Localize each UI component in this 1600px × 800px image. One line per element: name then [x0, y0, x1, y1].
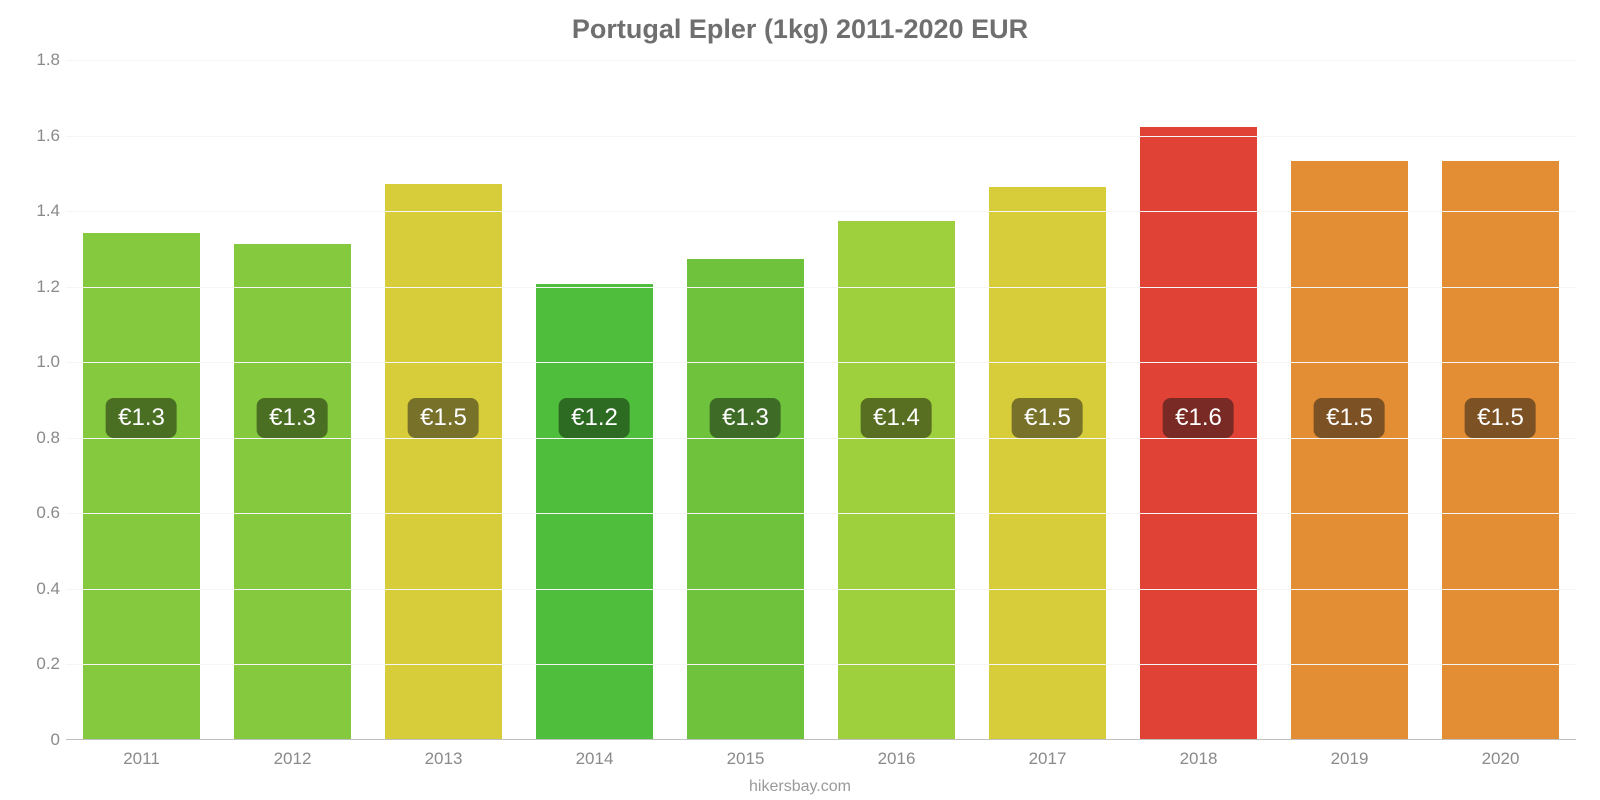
x-tick-label: 2017 [1029, 749, 1067, 769]
plot-area: €1.32011€1.32012€1.52013€1.22014€1.32015… [66, 60, 1576, 740]
bar-slot: €1.32011 [66, 60, 217, 739]
y-tick-label: 1.6 [36, 126, 60, 146]
price-bar-chart: Portugal Epler (1kg) 2011-2020 EUR €1.32… [0, 0, 1600, 800]
y-tick-label: 0.4 [36, 579, 60, 599]
x-tick-label: 2020 [1482, 749, 1520, 769]
bar: €1.5 [1291, 161, 1409, 739]
bar-value-label: €1.5 [1314, 398, 1385, 438]
bar-value-label: €1.2 [559, 398, 630, 438]
bar: €1.4 [838, 221, 956, 739]
grid-line [66, 211, 1576, 212]
x-tick-label: 2011 [123, 749, 160, 769]
bar-value-label: €1.5 [408, 398, 479, 438]
bar: €1.6 [1140, 127, 1258, 739]
x-tick-label: 2012 [274, 749, 312, 769]
bar-group: €1.32011€1.32012€1.52013€1.22014€1.32015… [66, 60, 1576, 739]
grid-line [66, 136, 1576, 137]
grid-line [66, 513, 1576, 514]
y-tick-label: 1.8 [36, 50, 60, 70]
bar: €1.3 [687, 259, 805, 739]
y-tick-label: 1.0 [36, 352, 60, 372]
x-tick-label: 2018 [1180, 749, 1218, 769]
y-tick-label: 1.4 [36, 201, 60, 221]
bar-slot: €1.42016 [821, 60, 972, 739]
y-tick-label: 1.2 [36, 277, 60, 297]
grid-line [66, 60, 1576, 61]
x-tick-label: 2014 [576, 749, 614, 769]
grid-line [66, 664, 1576, 665]
bar-value-label: €1.3 [257, 398, 328, 438]
x-tick-label: 2016 [878, 749, 916, 769]
x-tick-label: 2013 [425, 749, 463, 769]
bar: €1.2 [536, 284, 654, 739]
bar-value-label: €1.5 [1465, 398, 1536, 438]
grid-line [66, 589, 1576, 590]
bar-slot: €1.52019 [1274, 60, 1425, 739]
bar-value-label: €1.3 [710, 398, 781, 438]
chart-attribution: hikersbay.com [0, 778, 1600, 796]
bar-slot: €1.52013 [368, 60, 519, 739]
bar: €1.5 [989, 187, 1107, 739]
bar: €1.5 [385, 184, 503, 739]
chart-title: Portugal Epler (1kg) 2011-2020 EUR [0, 14, 1600, 45]
bar-value-label: €1.5 [1012, 398, 1083, 438]
y-tick-label: 0.8 [36, 428, 60, 448]
y-tick-label: 0.6 [36, 503, 60, 523]
bar-slot: €1.22014 [519, 60, 670, 739]
grid-line [66, 438, 1576, 439]
bar-slot: €1.32012 [217, 60, 368, 739]
bar-slot: €1.52020 [1425, 60, 1576, 739]
bar-slot: €1.32015 [670, 60, 821, 739]
grid-line [66, 287, 1576, 288]
bar-slot: €1.62018 [1123, 60, 1274, 739]
bar: €1.5 [1442, 161, 1560, 739]
x-tick-label: 2015 [727, 749, 765, 769]
y-tick-label: 0 [51, 730, 60, 750]
x-tick-label: 2019 [1331, 749, 1369, 769]
bar-slot: €1.52017 [972, 60, 1123, 739]
y-tick-label: 0.2 [36, 654, 60, 674]
bar-value-label: €1.3 [106, 398, 177, 438]
bar: €1.3 [83, 233, 201, 739]
grid-line [66, 362, 1576, 363]
bar-value-label: €1.6 [1163, 398, 1234, 438]
bar-value-label: €1.4 [861, 398, 932, 438]
